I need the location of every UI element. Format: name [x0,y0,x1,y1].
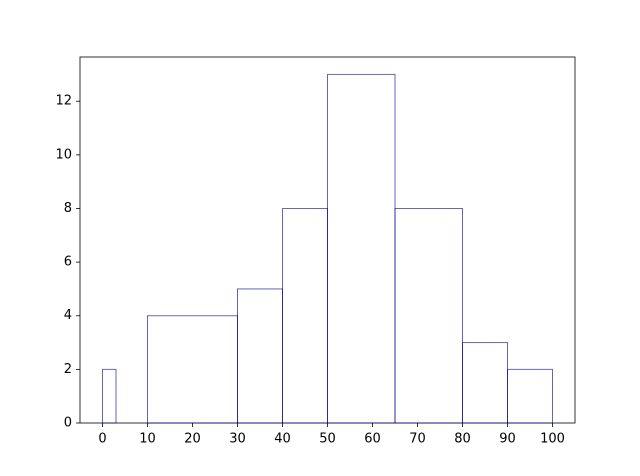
x-tick-label: 10 [139,432,156,447]
bar [102,368,117,424]
bar [237,288,283,424]
y-tick-label: 6 [64,255,72,270]
y-tick-label: 2 [64,362,72,377]
y-tick-label: 0 [64,416,72,431]
y-tick-label: 12 [55,94,72,109]
x-tick-label: 60 [364,432,381,447]
bar [462,342,508,424]
x-tick-label: 20 [184,432,201,447]
y-tick-label: 4 [64,308,72,323]
bar [507,368,553,424]
bar [327,73,396,424]
x-tick-label: 80 [454,432,471,447]
x-tick-label: 70 [409,432,426,447]
bar [147,315,238,424]
x-tick-label: 0 [98,432,106,447]
x-tick-label: 50 [319,432,336,447]
bar [282,207,328,424]
bar [394,207,463,424]
y-tick-label: 8 [64,201,72,216]
y-tick-label: 10 [55,147,72,162]
x-tick-label: 40 [274,432,291,447]
x-tick-label: 100 [540,432,565,447]
x-tick-label: 90 [499,432,516,447]
x-tick-label: 30 [229,432,246,447]
